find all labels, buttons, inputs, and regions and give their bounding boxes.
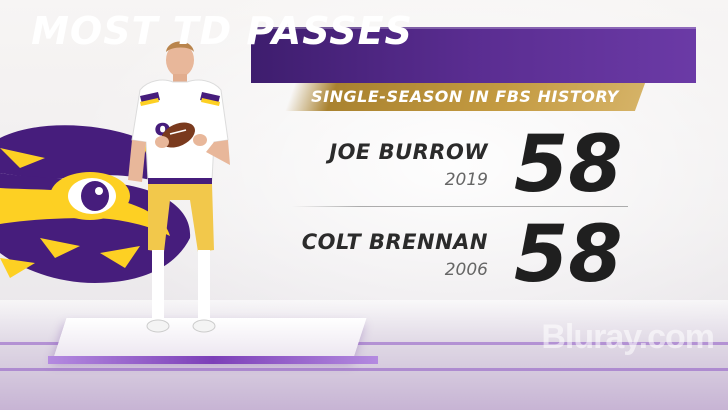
stage-line: [0, 342, 728, 345]
season-year: 2019: [444, 170, 488, 190]
season-year: 2006: [444, 260, 488, 280]
title-banner-border: [251, 27, 696, 83]
stage-line: [0, 368, 728, 371]
stat-row: COLT BRENNAN 2006 58: [250, 210, 720, 300]
title-banner: [251, 27, 696, 83]
football-player-figure: 9: [128, 41, 230, 333]
stat-row: JOE BURROW 2019 58: [250, 120, 720, 210]
td-count: 58: [514, 210, 623, 300]
row-divider: [292, 206, 628, 207]
player-name: COLT BRENNAN: [301, 230, 488, 254]
platform-edge: [48, 356, 378, 364]
graphic-title: MOST TD PASSES: [31, 9, 413, 53]
watermark: Bluray.com: [541, 318, 715, 356]
graphic-subtitle: SINGLE-SEASON IN FBS HISTORY: [311, 87, 619, 106]
lsu-tiger-eye-logo: [0, 125, 191, 283]
player-name: JOE BURROW: [329, 140, 488, 164]
td-count: 58: [514, 120, 623, 210]
